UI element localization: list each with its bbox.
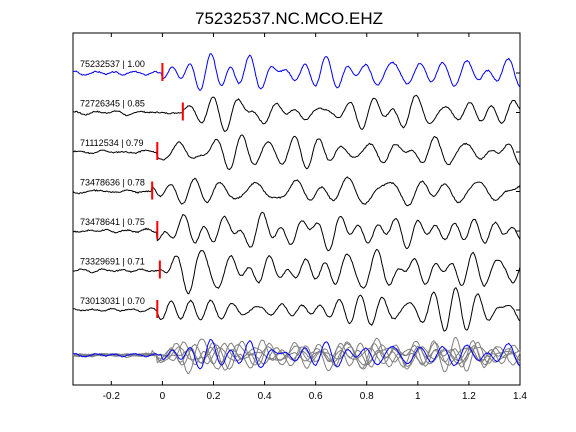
x-axis: -0.2 0 0.2 0.4 0.6 0.8 1 1.2 1.4 bbox=[103, 33, 527, 402]
x-tick-label: 1 bbox=[415, 391, 421, 402]
waveform-trace bbox=[72, 134, 521, 171]
plot-area-frame bbox=[72, 32, 521, 386]
trace-label: 73329691 | 0.71 bbox=[80, 257, 145, 267]
trace-label: 73013031 | 0.70 bbox=[80, 296, 145, 306]
trace-label: 73478636 | 0.78 bbox=[80, 178, 145, 188]
x-tick-label: 0 bbox=[160, 391, 166, 402]
x-tick-label: -0.2 bbox=[103, 391, 121, 402]
stack-trace bbox=[72, 339, 521, 370]
trace-label: 71112534 | 0.79 bbox=[80, 138, 144, 148]
trace-label: 75232537 | 1.00 bbox=[80, 59, 145, 69]
waveform-trace bbox=[72, 287, 521, 332]
trace-label: 73478641 | 0.75 bbox=[80, 217, 145, 227]
x-tick-label: 0.4 bbox=[258, 391, 272, 402]
waveform-trace bbox=[72, 176, 521, 207]
stack-trace bbox=[72, 341, 521, 370]
waveform-trace bbox=[72, 53, 521, 92]
x-tick-label: 1.4 bbox=[513, 391, 527, 402]
x-tick-label: 1.2 bbox=[462, 391, 476, 402]
chart-title: 75232537.NC.MCO.EHZ bbox=[195, 9, 383, 28]
x-tick-label: 0.2 bbox=[207, 391, 221, 402]
x-tick-label: 0.8 bbox=[360, 391, 374, 402]
waveform-traces: 75232537 | 1.00 72726345 | 0.85 71112534 |… bbox=[72, 53, 521, 332]
waveform-trace bbox=[72, 211, 521, 252]
waveform-trace bbox=[72, 248, 521, 295]
waveform-trace bbox=[72, 94, 521, 132]
trace-label: 72726345 | 0.85 bbox=[80, 99, 145, 109]
stack-trace bbox=[72, 340, 521, 371]
waveform-stack bbox=[72, 336, 521, 375]
x-tick-label: 0.6 bbox=[309, 391, 323, 402]
